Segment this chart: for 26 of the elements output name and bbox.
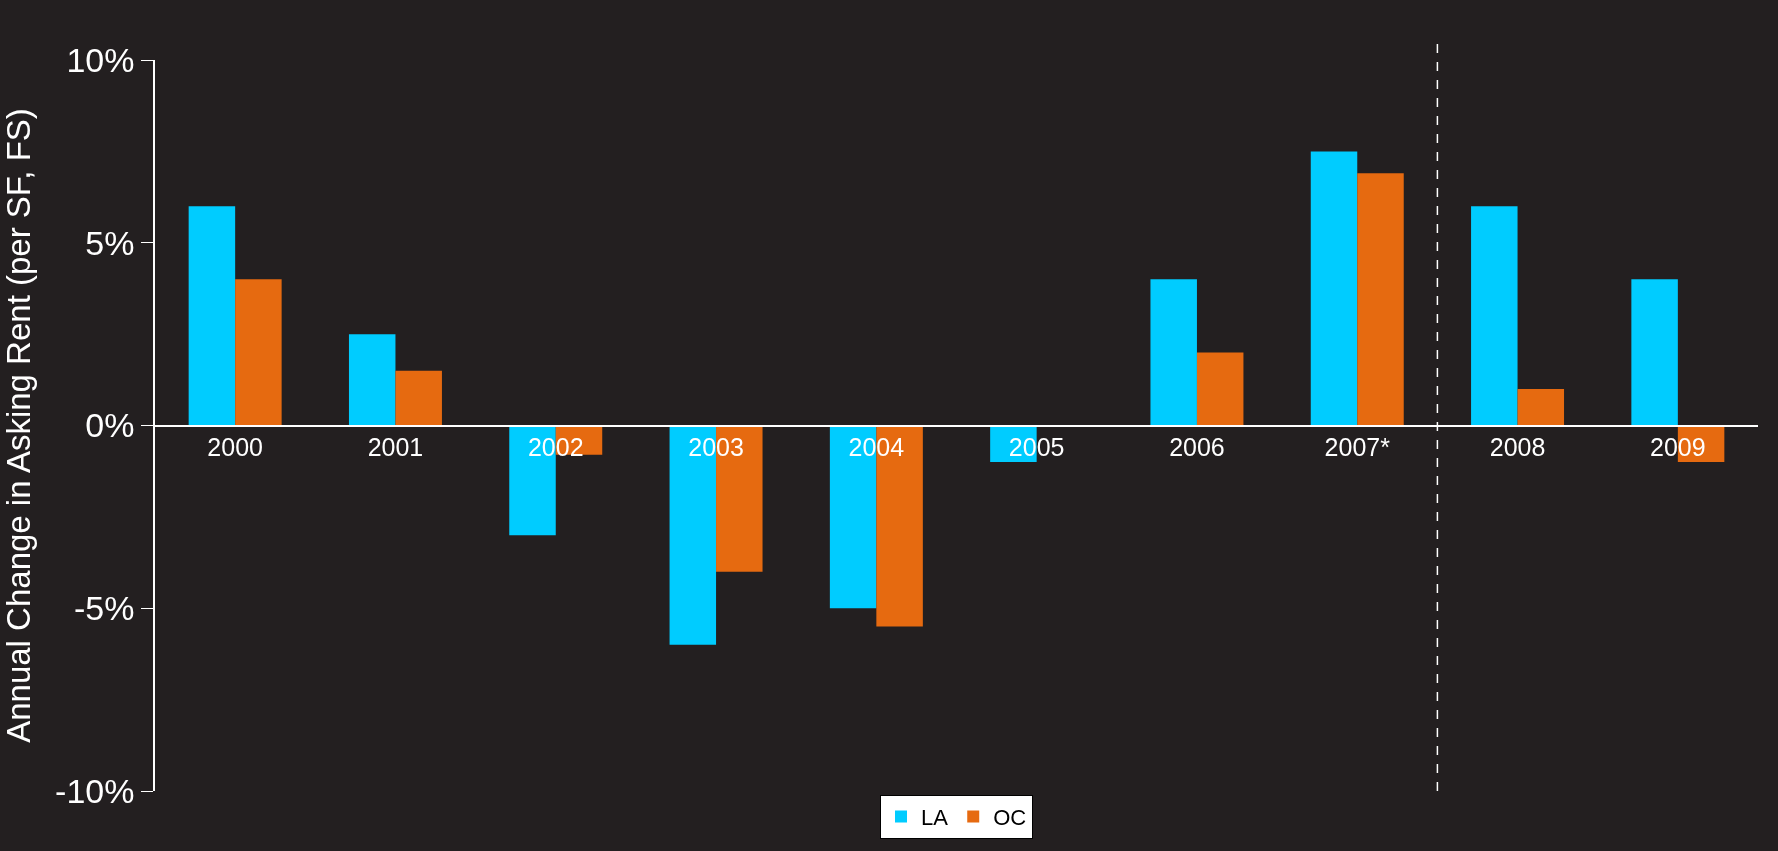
x-tick-label: 2009 bbox=[1650, 433, 1706, 462]
x-tick-label: 2000 bbox=[207, 433, 263, 462]
bar bbox=[1631, 279, 1678, 426]
bar bbox=[348, 334, 396, 426]
bar bbox=[1517, 388, 1565, 426]
bar bbox=[235, 279, 282, 426]
x-tick-label: 2007* bbox=[1324, 433, 1391, 462]
legend-label: LA bbox=[921, 805, 949, 831]
y-tick-label: -10% bbox=[55, 771, 135, 810]
y-axis-title: Annual Change in Asking Rent (per SF, FS) bbox=[0, 108, 37, 743]
bar bbox=[1196, 352, 1244, 426]
y-tick-label: 10% bbox=[66, 40, 135, 79]
bar bbox=[1357, 173, 1404, 426]
x-tick-label: 2003 bbox=[688, 433, 744, 462]
bar bbox=[1150, 279, 1197, 426]
y-tick-label: 5% bbox=[85, 223, 135, 262]
bar bbox=[1310, 151, 1358, 426]
x-tick-label: 2006 bbox=[1169, 433, 1225, 462]
bar bbox=[188, 206, 236, 426]
x-tick-label: 2001 bbox=[367, 433, 424, 462]
x-tick-label: 2008 bbox=[1489, 433, 1546, 462]
y-tick-label: 0% bbox=[85, 406, 135, 445]
legend-label: OC bbox=[993, 805, 1027, 831]
y-tick-label: -5% bbox=[73, 589, 135, 628]
bar bbox=[395, 370, 442, 426]
bar bbox=[1471, 206, 1518, 426]
